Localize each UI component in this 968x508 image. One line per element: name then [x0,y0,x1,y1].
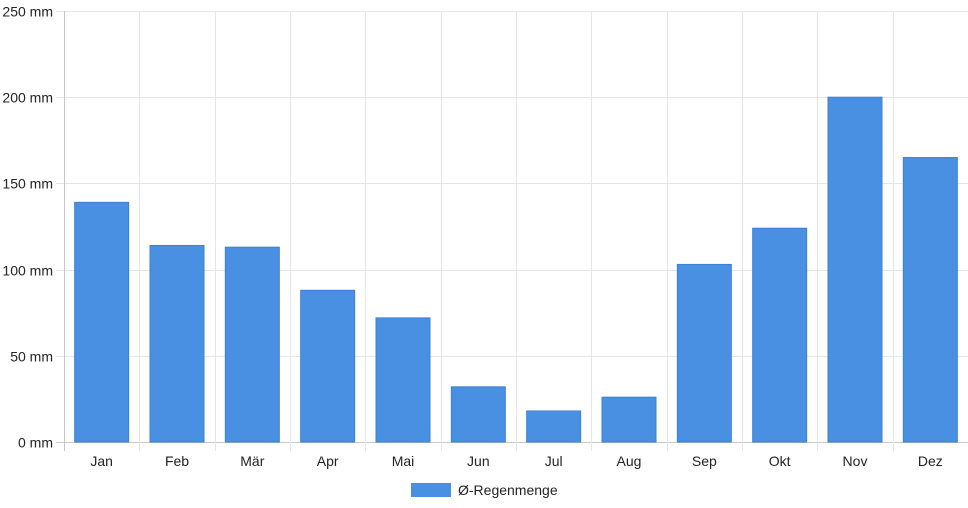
bar-dez[interactable] [902,157,958,443]
bar-jun[interactable] [450,386,506,443]
x-tick-label: Sep [692,453,717,469]
x-tick-label: Nov [843,453,868,469]
bars [74,96,958,443]
y-tick-label: 100 mm [2,263,53,279]
bar-nov[interactable] [827,96,883,443]
y-tick-label: 0 mm [18,435,53,451]
y-tick-label: 150 mm [2,176,53,192]
y-tick-label: 200 mm [2,90,53,106]
x-tick-label: Okt [769,453,791,469]
y-tick-labels: 0 mm 50 mm 100 mm 150 mm 200 mm 250 mm [2,4,53,451]
bar-aug[interactable] [601,396,657,443]
x-tick-label: Apr [317,453,339,469]
bar-sep[interactable] [676,263,732,443]
bar-okt[interactable] [752,227,808,443]
legend-label[interactable]: Ø-Regenmenge [458,482,558,498]
legend-swatch[interactable] [411,483,451,497]
bar-apr[interactable] [300,289,356,443]
x-tick-label: Feb [165,453,189,469]
bar-mär[interactable] [224,246,280,443]
bar-mai[interactable] [375,317,431,443]
bar-feb[interactable] [149,244,205,443]
x-tick-label: Jun [467,453,490,469]
bar-jul[interactable] [526,410,582,443]
x-tick-labels: Jan Feb Mär Apr Mai Jun Jul Aug Sep Okt Nov Dez [90,453,942,469]
x-tick-label: Mai [392,453,415,469]
x-tick-label: Jul [545,453,563,469]
x-tick-label: Aug [617,453,642,469]
x-tick-label: Dez [918,453,943,469]
grid-lines [56,11,968,451]
bar-jan[interactable] [74,201,130,443]
x-tick-label: Jan [90,453,113,469]
legend[interactable]: Ø-Regenmenge [411,482,558,498]
y-tick-label: 50 mm [10,349,53,365]
x-tick-label: Mär [240,453,264,469]
y-tick-label: 250 mm [2,4,53,20]
